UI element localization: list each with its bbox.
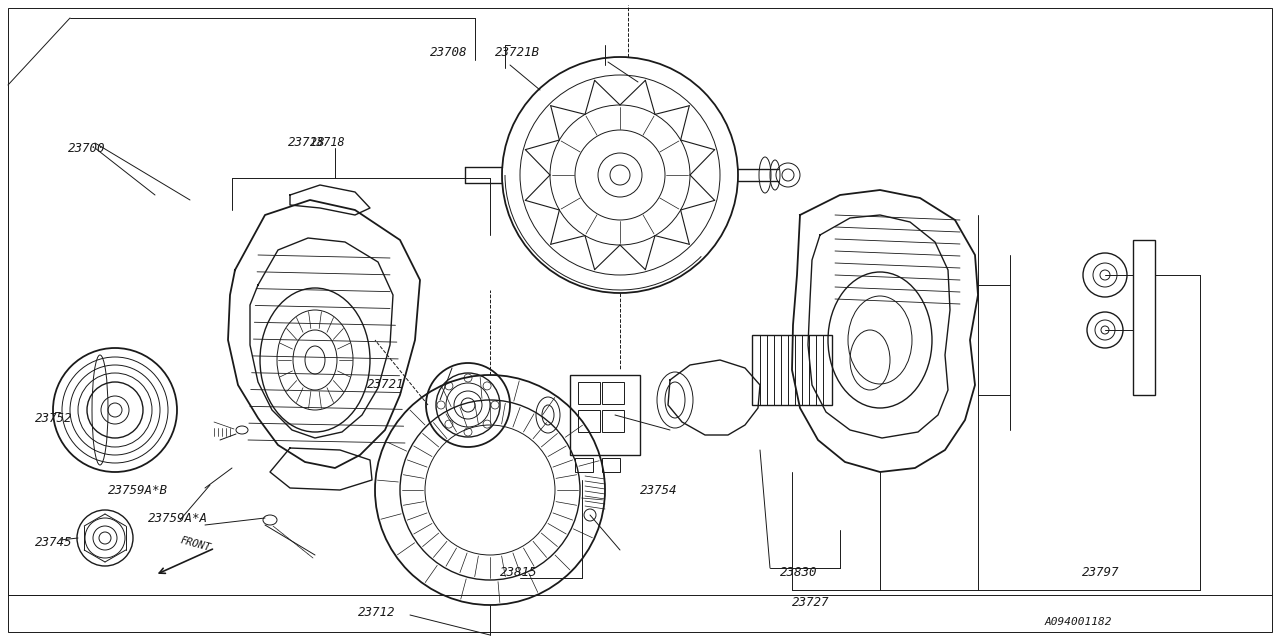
Text: 23721: 23721 (367, 378, 404, 392)
Text: 23718: 23718 (288, 136, 325, 148)
Text: 23708: 23708 (430, 45, 467, 58)
Text: 23815: 23815 (500, 566, 538, 579)
Bar (602, 458, 620, 472)
Text: 23752: 23752 (35, 412, 73, 424)
Text: 23745: 23745 (35, 536, 73, 550)
Bar (579, 382, 600, 404)
Bar (579, 410, 600, 432)
Text: A094001182: A094001182 (1044, 617, 1112, 627)
Text: 23721B: 23721B (495, 45, 540, 58)
Text: 23718: 23718 (310, 136, 346, 148)
Bar (1133, 240, 1155, 395)
Bar (602, 410, 625, 432)
Text: 23754: 23754 (640, 483, 677, 497)
Bar (570, 375, 640, 455)
Bar (602, 382, 625, 404)
Text: 23830: 23830 (780, 566, 818, 579)
Text: 23712: 23712 (358, 605, 396, 618)
Text: 23797: 23797 (1082, 566, 1120, 579)
Bar (575, 458, 593, 472)
Text: 23759A*B: 23759A*B (108, 483, 168, 497)
Text: 23700: 23700 (68, 141, 105, 154)
Text: 23759A*A: 23759A*A (148, 511, 207, 525)
Bar (753, 335, 832, 405)
Text: FRONT: FRONT (179, 535, 211, 553)
Text: 23727: 23727 (792, 595, 829, 609)
